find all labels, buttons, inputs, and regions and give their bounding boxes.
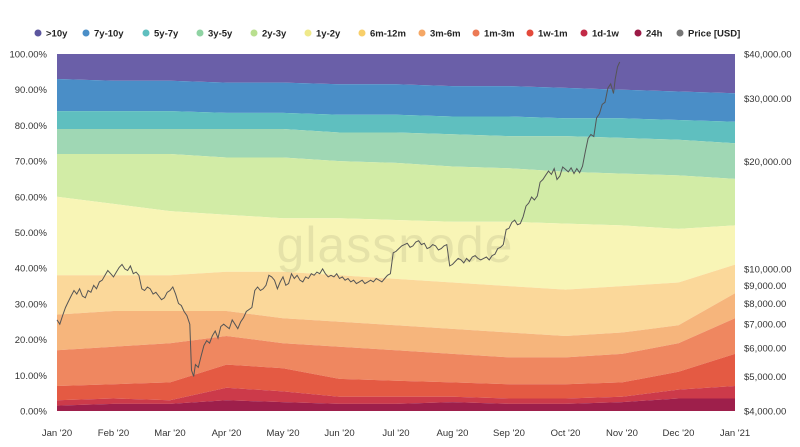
legend-item[interactable]: 3m-6m [418, 29, 461, 40]
x-tick-label: Dec '20 [663, 428, 695, 439]
area-band-24h [57, 398, 735, 411]
y-right-tick-label: $6,000.00 [744, 344, 786, 355]
y-right-tick-label: $4,000.00 [744, 407, 786, 418]
legend-label: >10y [46, 29, 68, 40]
y-right-tick-label: $8,000.00 [744, 299, 786, 310]
y-right-tick-label: $20,000.00 [744, 157, 792, 168]
y-left-tick-label: 80.00% [15, 121, 48, 132]
area-band-3m-6m [57, 293, 735, 358]
x-axis: Jan '20 Feb '20 Mar '20 Apr '20 May '20 Jun '… [42, 428, 750, 439]
plot-area [57, 54, 735, 411]
y-right-tick-label: $30,000.00 [744, 94, 792, 105]
y-left-tick-label: 90.00% [15, 85, 48, 96]
x-tick-label: Nov '20 [606, 428, 638, 439]
legend-marker [676, 29, 684, 37]
area-band-5y-7y [57, 111, 735, 144]
y-right-tick-label: $10,000.00 [744, 264, 792, 275]
legend-label: 1d-1w [592, 29, 620, 40]
price-line-group [56, 61, 621, 377]
price-line [56, 61, 621, 377]
area-band-10y [57, 54, 735, 94]
legend-marker [196, 29, 204, 37]
area-band-2y-3y [57, 154, 735, 229]
legend-label: 3m-6m [430, 29, 461, 40]
area-band-3y-5y [57, 129, 735, 179]
y-left-tick-label: 40.00% [15, 264, 48, 275]
y-left-tick-label: 50.00% [15, 228, 48, 239]
area-band-1d-1w [57, 386, 735, 406]
x-tick-label: Jun '20 [324, 428, 354, 439]
x-tick-label: May '20 [267, 428, 300, 439]
legend-label: 1w-1m [538, 29, 568, 40]
y-right-tick-label: $5,000.00 [744, 372, 786, 383]
legend-marker [250, 29, 258, 37]
legend-label: 6m-12m [370, 29, 406, 40]
legend-item[interactable]: 1w-1m [526, 29, 568, 40]
area-band-7y-10y [57, 79, 735, 122]
legend-marker [142, 29, 150, 37]
area-band-6m-12m [57, 264, 735, 336]
x-tick-label: Aug '20 [437, 428, 469, 439]
legend-marker [304, 29, 312, 37]
legend-label: 5y-7y [154, 29, 179, 40]
legend-marker [580, 29, 588, 37]
y-left-tick-label: 60.00% [15, 192, 48, 203]
legend-item[interactable]: 6m-12m [358, 29, 406, 40]
legend-item[interactable]: 7y-10y [82, 29, 125, 40]
legend-label: 24h [646, 29, 663, 40]
legend-item[interactable]: 2y-3y [250, 29, 288, 40]
x-tick-label: Oct '20 [551, 428, 581, 439]
y-left-tick-label: 20.00% [15, 335, 48, 346]
legend-item[interactable]: 3y-5y [196, 29, 234, 40]
y-right-tick-label: $9,000.00 [744, 281, 786, 292]
legend-label: 1y-2y [316, 29, 341, 40]
area-band-1m-3m [57, 318, 735, 386]
y-left-tick-label: 100.00% [9, 50, 47, 61]
area-band-1w-1m [57, 353, 735, 401]
y-right-tick-label: $40,000.00 [744, 50, 792, 61]
legend-item[interactable]: >10y [34, 29, 69, 40]
legend-label: 1m-3m [484, 29, 515, 40]
legend-label: 3y-5y [208, 29, 233, 40]
x-tick-label: Jan '20 [42, 428, 72, 439]
legend-marker [634, 29, 642, 37]
legend-item[interactable]: 1m-3m [472, 29, 515, 40]
legend-label: 2y-3y [262, 29, 287, 40]
x-tick-label: Sep '20 [493, 428, 525, 439]
x-tick-label: Jul '20 [382, 428, 409, 439]
y-left-tick-label: 70.00% [15, 157, 48, 168]
legend-marker [82, 29, 90, 37]
x-tick-label: Mar '20 [154, 428, 185, 439]
left-y-axis: 0.00% 10.00% 20.00% 30.00% 40.00% 50.00% 60.00… [9, 50, 47, 418]
legend-label: 7y-10y [94, 29, 124, 40]
legend-label: Price [USD] [688, 29, 740, 40]
legend-item[interactable]: 1d-1w [580, 29, 620, 40]
legend: >10y 7y-10y 5y-7y 3y-5y 2y-3y 1y-2y 6m-12m 3m-6… [34, 29, 741, 40]
x-tick-label: Jan '21 [720, 428, 750, 439]
legend-item[interactable]: 5y-7y [142, 29, 180, 40]
legend-item[interactable]: 24h [634, 29, 663, 40]
y-left-tick-label: 0.00% [20, 407, 47, 418]
y-right-tick-label: $7,000.00 [744, 320, 786, 331]
area-band-1y-2y [57, 196, 735, 290]
x-tick-label: Feb '20 [98, 428, 129, 439]
x-tick-label: Apr '20 [212, 428, 242, 439]
watermark: glassnode [277, 217, 514, 273]
legend-marker [472, 29, 480, 37]
legend-item[interactable]: 1y-2y [304, 29, 342, 40]
y-left-tick-label: 30.00% [15, 299, 48, 310]
legend-marker [418, 29, 426, 37]
y-left-tick-label: 10.00% [15, 371, 48, 382]
legend-marker [526, 29, 534, 37]
legend-item[interactable]: Price [USD] [676, 29, 741, 40]
right-y-axis: $4,000.00 $5,000.00 $6,000.00 $7,000.00 $8,0… [744, 50, 792, 418]
legend-marker [34, 29, 42, 37]
legend-marker [358, 29, 366, 37]
